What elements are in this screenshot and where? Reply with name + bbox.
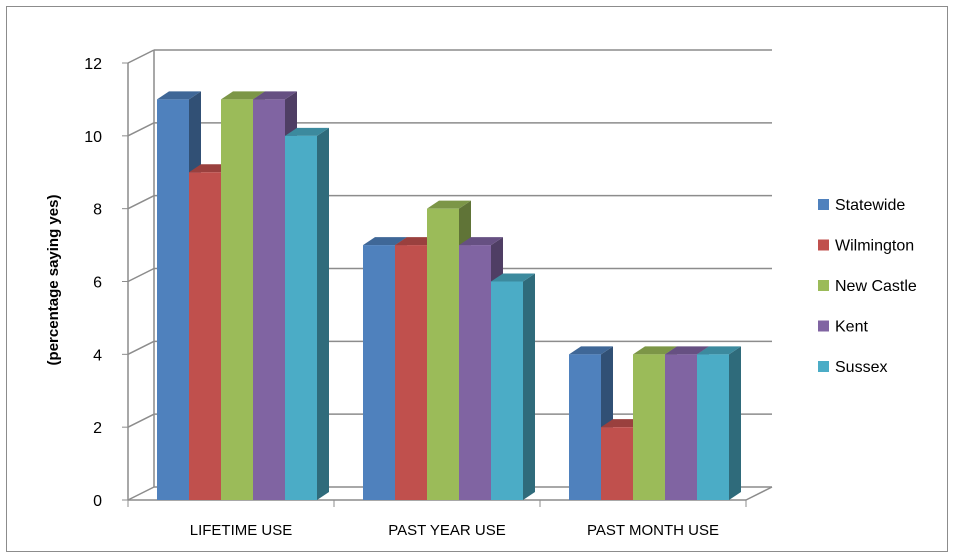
gridline-side [127,122,155,137]
bar [697,346,741,500]
gridline-side [127,267,155,283]
bar-top [253,91,297,100]
gridline-side [127,486,155,501]
bar-top [633,346,677,355]
y-axis-title: (percentage saying yes) [45,195,62,366]
bar-front [189,172,221,500]
floor-edge [745,486,773,501]
bar-top [697,346,741,355]
legend-swatch [818,320,829,332]
x-category-label: PAST MONTH USE [587,522,719,539]
bar-front [491,281,523,500]
x-category-label: PAST YEAR USE [388,522,506,539]
bar-front [459,245,491,500]
legend-swatch [818,361,829,372]
bar-top [459,237,503,246]
bar-front [633,354,665,500]
bar-front [395,245,427,500]
y-tick-label: 12 [84,56,102,73]
bar-top [665,346,709,355]
bar-front [253,99,285,501]
x-category-label: LIFETIME USE [190,522,293,539]
bar [491,273,535,500]
bar-top [491,273,535,282]
y-tick-label: 6 [93,275,102,292]
y-tick-label: 10 [84,129,102,146]
legend-label: Kent [835,319,868,336]
bar-front [427,208,459,500]
gridline-side [127,194,155,210]
bar-top [285,127,329,136]
y-tick-label: 4 [93,347,102,364]
bar-top [363,237,407,246]
legend-swatch [818,280,829,291]
gridline-side [127,340,155,356]
bar-top [569,346,613,355]
bar-top [157,91,201,100]
legend: Statewide Wilmington New Castle Kent Sussex [818,197,917,376]
legend-label: Statewide [835,197,905,214]
bar-front [157,99,189,501]
legend-swatch [818,199,829,210]
bar-top [221,91,265,100]
legend-label: Wilmington [835,238,914,255]
y-tick-label: 2 [93,420,102,437]
legend-label: New Castle [835,278,917,295]
bar-side [523,273,535,500]
bar-front [569,354,601,500]
legend-label: Sussex [835,359,887,376]
bar-front [601,427,633,500]
bar [285,127,329,501]
gridline-side [127,49,155,64]
bar-side [729,346,741,500]
y-tick-labels: 0 2 4 6 8 10 12 [84,56,102,510]
bar-top [427,200,471,209]
bar-front [697,354,729,500]
bars [157,91,741,501]
gridline-side [127,413,155,428]
x-category-labels: LIFETIME USE PAST YEAR USE PAST MONTH USE [190,522,719,539]
bar-front [285,135,317,501]
y-tick-label: 8 [93,202,102,219]
bar-front [665,354,697,500]
legend-swatch [818,239,829,251]
bar-front [221,99,253,501]
bar-front [363,245,395,500]
y-tick-label: 0 [93,493,102,510]
bar-side [317,127,329,500]
